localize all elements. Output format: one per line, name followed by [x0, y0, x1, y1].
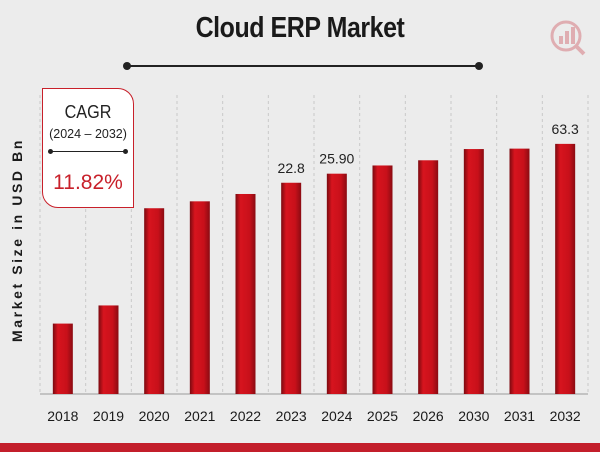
cagr-period: (2024 – 2032) — [49, 127, 127, 141]
bar-2026 — [418, 160, 439, 394]
x-tick-label: 2030 — [458, 408, 489, 424]
bar-2022 — [235, 193, 256, 394]
bar-2019 — [98, 305, 119, 394]
bar-2031 — [509, 148, 530, 394]
x-tick-label: 2020 — [139, 408, 170, 424]
bar-2018 — [52, 323, 73, 394]
bar-2021 — [189, 201, 210, 394]
title-divider-right-dot — [475, 62, 483, 70]
bar-2032 — [555, 143, 576, 394]
cagr-divider-right-dot — [123, 149, 128, 154]
x-tick-label: 2026 — [413, 408, 444, 424]
cagr-value: 11.82% — [53, 171, 123, 194]
x-tick-label: 2032 — [550, 408, 581, 424]
x-tick-label: 2021 — [184, 408, 215, 424]
x-tick-label: 2024 — [321, 408, 352, 424]
chart-title: Cloud ERP Market — [195, 12, 405, 44]
x-tick-label: 2023 — [276, 408, 307, 424]
data-label-2032: 63.3 — [552, 121, 579, 137]
data-label-2024: 25.90 — [319, 151, 354, 167]
title-divider-left-dot — [123, 62, 131, 70]
bar-2023 — [281, 182, 302, 394]
title-divider — [127, 65, 479, 67]
cagr-callout: CAGR (2024 – 2032) 11.82% — [42, 88, 134, 208]
brand-logo-icon — [550, 20, 586, 56]
bar-2024 — [326, 173, 347, 394]
x-tick-label: 2031 — [504, 408, 535, 424]
x-tick-label: 2025 — [367, 408, 398, 424]
bar-2020 — [144, 208, 165, 394]
data-label-2023: 22.8 — [278, 160, 305, 176]
cagr-title: CAGR — [64, 102, 112, 122]
x-tick-label: 2018 — [47, 408, 78, 424]
x-tick-label: 2019 — [93, 408, 124, 424]
x-tick-label: 2022 — [230, 408, 261, 424]
bar-2030 — [463, 149, 484, 394]
bar-2025 — [372, 165, 393, 394]
cagr-divider-left-dot — [48, 149, 53, 154]
footer-accent-bar — [0, 443, 600, 452]
cagr-divider — [50, 151, 126, 152]
